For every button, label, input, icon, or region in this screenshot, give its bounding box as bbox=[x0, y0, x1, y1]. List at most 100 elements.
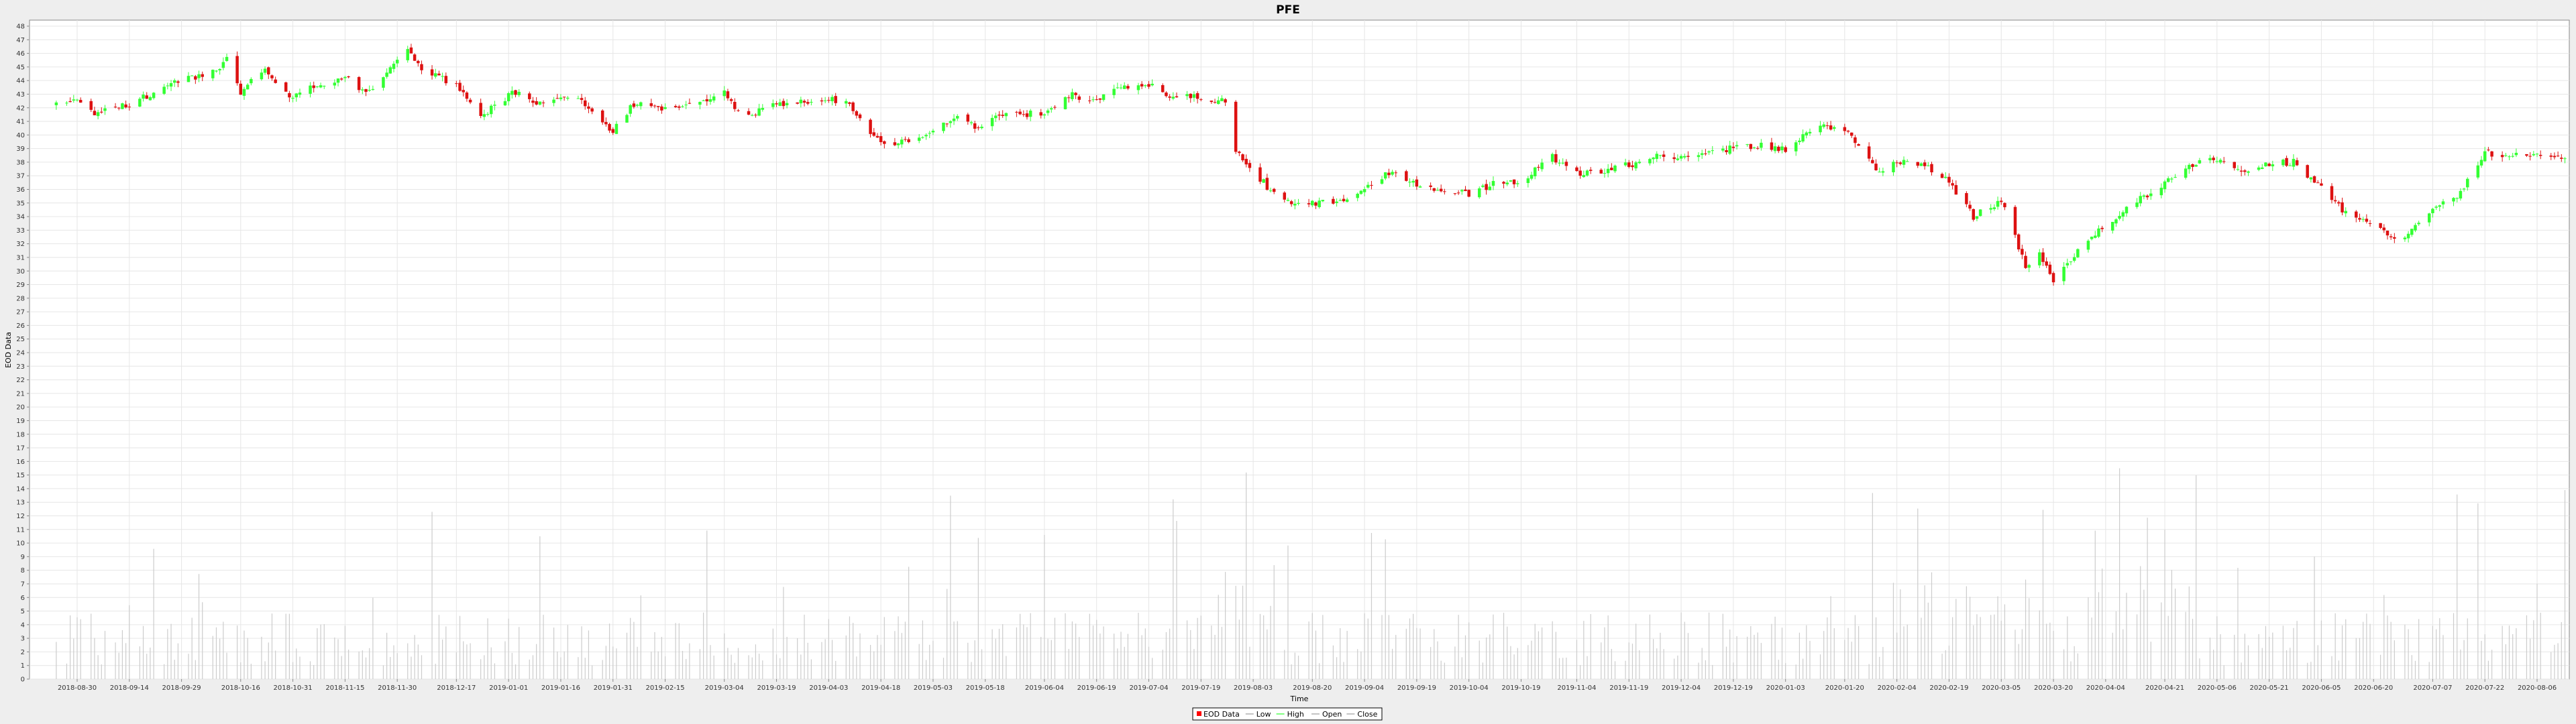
candle-body bbox=[347, 76, 350, 78]
candle-body bbox=[590, 108, 594, 112]
candle-body bbox=[221, 62, 225, 68]
x-tick-label: 2019-12-19 bbox=[1714, 684, 1753, 692]
candle-body bbox=[2027, 265, 2031, 268]
candle-body bbox=[1773, 146, 1777, 152]
candle-body bbox=[1819, 125, 1822, 133]
x-tick-label: 2019-04-18 bbox=[861, 684, 900, 692]
candle-body bbox=[629, 105, 632, 114]
candle-body bbox=[678, 106, 681, 108]
candle-body bbox=[1972, 208, 1976, 220]
x-tick-label: 2020-03-20 bbox=[2034, 684, 2073, 692]
candle-body bbox=[893, 142, 897, 145]
candle-body bbox=[1512, 179, 1516, 184]
x-tick-label: 2019-03-19 bbox=[757, 684, 796, 692]
candle-body bbox=[2560, 158, 2563, 159]
candle-body bbox=[2438, 205, 2442, 207]
candle-body bbox=[1881, 171, 1885, 173]
candle-body bbox=[2062, 266, 2065, 282]
candle-body bbox=[1244, 158, 1248, 165]
candle-body bbox=[242, 88, 246, 96]
candle-body bbox=[1429, 185, 1432, 187]
candle-body bbox=[1297, 202, 1300, 204]
candle-body bbox=[614, 123, 619, 134]
legend-swatch bbox=[1197, 711, 1201, 716]
candle-body bbox=[406, 49, 409, 60]
candle-body bbox=[145, 95, 148, 99]
candle-body bbox=[2511, 156, 2514, 157]
y-tick-label: 20 bbox=[16, 404, 25, 412]
x-tick-label: 2019-05-18 bbox=[966, 684, 1005, 692]
candle-body bbox=[1481, 185, 1485, 187]
candle-body bbox=[2306, 165, 2309, 178]
x-tick-label: 2019-10-04 bbox=[1450, 684, 1489, 692]
candle-body bbox=[761, 108, 765, 110]
candle-body bbox=[2174, 177, 2177, 178]
candle-body bbox=[1700, 153, 1704, 156]
candle-body bbox=[883, 141, 886, 144]
x-tick-label: 2019-11-04 bbox=[1557, 684, 1596, 692]
candle-body bbox=[1526, 178, 1530, 184]
candle-body bbox=[1784, 147, 1787, 152]
candle-body bbox=[733, 102, 737, 109]
candle-body bbox=[1022, 114, 1026, 115]
candle-body bbox=[2403, 237, 2407, 239]
candle-body bbox=[1383, 172, 1387, 179]
candle-body bbox=[1418, 186, 1422, 188]
plot-area bbox=[29, 19, 2570, 680]
candle-body bbox=[580, 98, 584, 101]
candle-body bbox=[775, 103, 778, 105]
candle-body bbox=[2393, 237, 2396, 239]
candle-body bbox=[1822, 124, 1825, 127]
candle-body bbox=[1968, 204, 1972, 209]
candle-body bbox=[1042, 114, 1046, 116]
x-tick-label: 2019-03-04 bbox=[705, 684, 744, 692]
candle-body bbox=[1589, 170, 1593, 171]
y-tick-label: 5 bbox=[21, 608, 25, 615]
candle-body bbox=[371, 88, 375, 90]
x-tick-label: 2019-07-19 bbox=[1181, 684, 1220, 692]
candle-body bbox=[2260, 167, 2264, 170]
y-tick-label: 4 bbox=[21, 621, 25, 629]
candle-body bbox=[260, 72, 264, 80]
x-tick-label: 2019-09-19 bbox=[1397, 684, 1436, 692]
x-tick-label: 2018-09-29 bbox=[162, 684, 201, 692]
candle-body bbox=[511, 90, 514, 95]
candle-body bbox=[722, 90, 726, 97]
legend-label: High bbox=[1287, 710, 1304, 719]
candle-body bbox=[2406, 233, 2410, 239]
y-tick-label: 42 bbox=[16, 105, 25, 112]
candle-body bbox=[413, 54, 417, 61]
candle-body bbox=[361, 89, 364, 90]
candle-body bbox=[2024, 255, 2027, 268]
candle-body bbox=[1975, 216, 1979, 219]
y-tick-label: 43 bbox=[16, 91, 25, 99]
candle-body bbox=[1561, 162, 1564, 164]
candle-body bbox=[555, 98, 559, 99]
candle-body bbox=[1241, 154, 1244, 161]
y-tick-label: 31 bbox=[16, 254, 25, 261]
candle-body bbox=[1874, 164, 1878, 170]
candle-body bbox=[267, 67, 270, 75]
candle-body bbox=[2045, 261, 2048, 266]
candle-body bbox=[1150, 83, 1154, 86]
candle-body bbox=[2267, 164, 2271, 166]
candle-body bbox=[409, 47, 413, 54]
candle-body bbox=[2264, 162, 2267, 167]
candle-body bbox=[2051, 273, 2055, 283]
candle-body bbox=[455, 83, 458, 84]
candle-body bbox=[552, 99, 555, 103]
candle-body bbox=[1262, 179, 1265, 183]
candle-body bbox=[1749, 143, 1753, 149]
y-tick-label: 8 bbox=[21, 567, 25, 575]
candle-body bbox=[162, 86, 166, 94]
candle-body bbox=[1189, 93, 1192, 99]
candle-body bbox=[433, 73, 437, 77]
x-tick-label: 2020-07-22 bbox=[2465, 684, 2504, 692]
candle-body bbox=[2330, 186, 2334, 200]
candle-body bbox=[1898, 162, 1902, 164]
candle-body bbox=[869, 119, 872, 134]
volume-bars bbox=[56, 468, 2566, 679]
candle-body bbox=[653, 105, 657, 107]
candle-body bbox=[152, 93, 156, 99]
candle-body bbox=[312, 85, 315, 88]
